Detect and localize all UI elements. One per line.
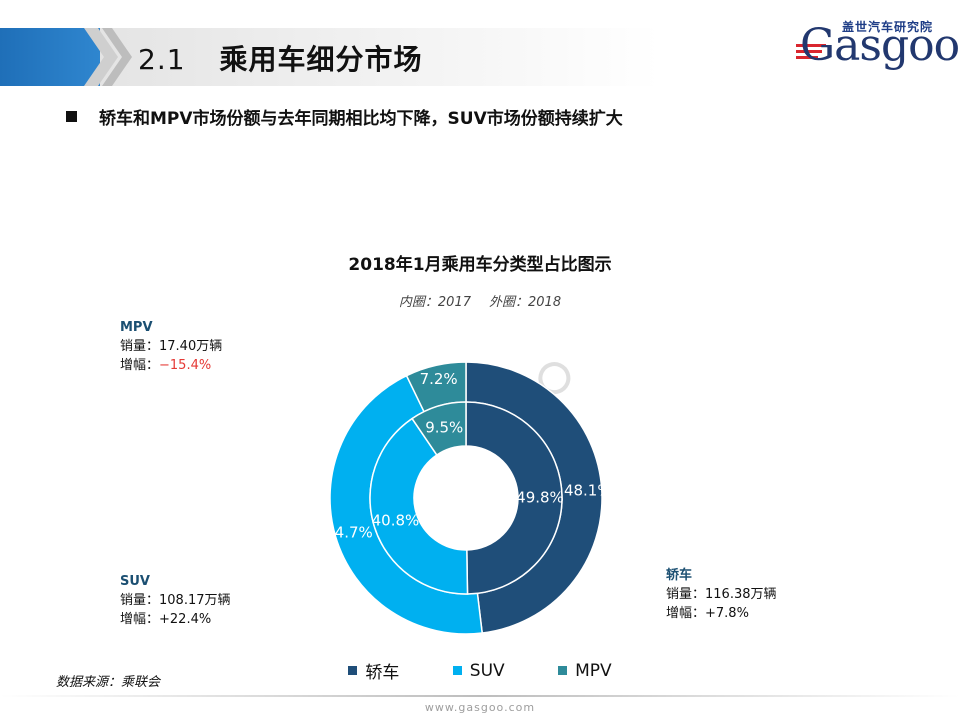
callout-suv-sales: 销量：108.17万辆: [120, 593, 231, 608]
subtitle-inner: 内圈：2017: [398, 295, 471, 310]
legend-swatch-mpv: [558, 666, 568, 675]
page-title: 2.1 乘用车细分市场: [138, 38, 423, 78]
footer-url: www.gasgoo.com: [424, 701, 536, 714]
inner-slice-sedan: [465, 401, 563, 595]
subtitle-outer: 外圈：2018: [489, 295, 562, 310]
callout-suv-name: SUV: [120, 574, 150, 589]
legend-item-sedan: 轿车: [348, 658, 399, 683]
callout-mpv-growth-label: 增幅：: [120, 358, 160, 373]
legend-label-sedan: 轿车: [365, 663, 400, 683]
callout-mpv-growth-value: −15.4%: [159, 358, 212, 373]
section-title-text: 乘用车细分市场: [219, 43, 423, 76]
bullet-text: 轿车和MPV市场份额与去年同期相比均下降，SUV市场份额持续扩大: [99, 109, 623, 129]
bullet-square-icon: [66, 111, 77, 122]
legend-label-suv: SUV: [469, 660, 505, 681]
inner-slice-mpv: [411, 401, 467, 457]
callout-mpv-name: MPV: [120, 320, 153, 335]
callout-sedan-growth-value: +7.8%: [705, 606, 749, 621]
header-title-band: [100, 28, 660, 86]
chart-title: 2018年1月乘用车分类型占比图示: [348, 255, 612, 275]
header-accent-band: [0, 28, 100, 86]
inner-label-suv: 40.8%: [372, 511, 420, 529]
footer-divider: [0, 695, 960, 697]
bullet-point: 轿车和MPV市场份额与去年同期相比均下降，SUV市场份额持续扩大: [66, 104, 623, 129]
gasgoo-logo: Gasgoo: [800, 20, 960, 71]
callout-sedan-sales: 销量：116.38万辆: [666, 587, 777, 602]
callout-sedan: 轿车 销量：116.38万辆 增幅：+7.8%: [666, 566, 777, 623]
callout-mpv-sales: 销量：17.40万辆: [120, 339, 223, 354]
callout-suv-growth-label: 增幅：: [120, 612, 160, 627]
legend-item-mpv: MPV: [558, 661, 612, 681]
outer-label-sedan: 48.1%: [564, 482, 612, 500]
callout-suv: SUV 销量：108.17万辆 增幅：+22.4%: [120, 572, 231, 629]
chart-subtitle: 内圈：2017 外圈：2018: [0, 291, 960, 310]
legend-label-mpv: MPV: [575, 660, 612, 681]
outer-label-suv: 44.7%: [325, 523, 373, 541]
callout-mpv: MPV 销量：17.40万辆 增幅：−15.4%: [120, 318, 222, 375]
legend-swatch-suv: [452, 666, 462, 675]
section-number: 2.1: [138, 43, 186, 76]
inner-slice-suv: [369, 417, 469, 595]
logo-chinese-text: 盖世汽车研究院: [842, 20, 934, 34]
inner-label-mpv: 9.5%: [425, 418, 463, 436]
callout-suv-growth-value: +22.4%: [159, 612, 212, 627]
legend-swatch-sedan: [348, 666, 358, 675]
legend-item-suv: SUV: [452, 660, 505, 681]
inner-label-sedan: 49.8%: [516, 488, 564, 506]
outer-label-mpv: 7.2%: [420, 370, 458, 388]
callout-sedan-growth-label: 增幅：: [666, 606, 706, 621]
logo-stripes-icon: [796, 44, 826, 59]
data-source: 数据来源：乘联会: [56, 675, 161, 690]
chevron-decoration-icon: [84, 28, 132, 86]
chart-legend: 轿车 SUV MPV: [0, 658, 960, 683]
callout-sedan-name: 轿车: [666, 568, 693, 583]
